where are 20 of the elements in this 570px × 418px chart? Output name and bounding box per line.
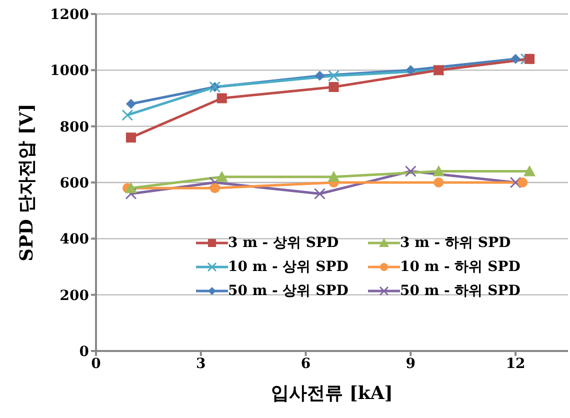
x-axis-title: 입사전류 [kA] [271,383,393,404]
x-tick-label: 6 [300,356,311,372]
x-tick-label: 0 [91,356,102,372]
legend-label: 50 m - 상위 SPD [228,282,348,300]
x-tick-label: 3 [196,356,206,372]
y-tick-label: 1000 [50,63,90,80]
y-tick-label: 1200 [50,6,90,23]
legend-label: 10 m - 하위 SPD [400,258,520,276]
legend-label: 3 m - 하위 SPD [400,234,511,252]
y-axis-title: SPD 단자전압 [V] [16,104,38,262]
legend-label: 10 m - 상위 SPD [228,258,348,276]
y-tick-label: 0 [79,344,90,360]
x-tick-label: 9 [406,356,416,372]
legend-label: 3 m - 상위 SPD [228,234,339,252]
legend-label: 50 m - 하위 SPD [400,282,520,300]
x-tick-label: 12 [506,356,526,372]
y-tick-label: 600 [60,175,90,192]
y-tick-label: 800 [60,119,90,136]
y-tick-label: 200 [60,288,90,304]
y-tick-label: 400 [60,232,90,248]
